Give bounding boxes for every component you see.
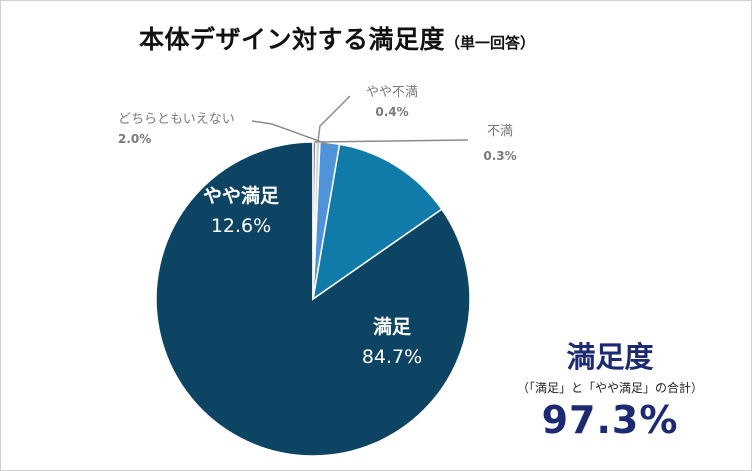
slice-label-satisfied: 満足 — [373, 316, 412, 338]
slice-value-dissatisfied: 0.3% — [483, 149, 516, 163]
leader-lines — [251, 95, 469, 146]
slice-value-neutral: 2.0% — [118, 132, 151, 146]
leader-line-somewhat-dissatisfied — [317, 95, 351, 143]
slice-labels: 満足 84.7% やや満足 12.6% どちらともいえない 2.0% やや不満 0.4% 不満 0… — [118, 85, 517, 368]
slice-label-neutral: どちらともいえない — [118, 112, 235, 127]
leader-line-neutral — [251, 120, 330, 146]
pie-slice-somewhat-satisfied — [311, 143, 443, 301]
chart-title-main: 本体デザイン対する満足度 — [139, 25, 446, 54]
slice-value-somewhat-satisfied: 12.6% — [211, 215, 271, 237]
summary-title: 満足度 — [566, 340, 654, 374]
summary-note: （「満足」と「やや満足」の合計） — [516, 381, 703, 395]
leader-line-dissatisfied — [314, 139, 469, 143]
slice-label-somewhat-dissatisfied: やや不満 — [366, 85, 418, 100]
slice-label-somewhat-satisfied: やや満足 — [203, 185, 280, 207]
slice-value-satisfied: 84.7% — [362, 346, 422, 368]
pie-slices — [155, 141, 471, 457]
chart-title-sub: （単一回答） — [445, 34, 536, 52]
summary-total: 97.3% — [541, 398, 679, 442]
satisfaction-summary: 満足度 （「満足」と「やや満足」の合計） 97.3% — [470, 340, 750, 442]
chart-title: 本体デザイン対する満足度（単一回答） — [139, 20, 535, 56]
slice-label-dissatisfied: 不満 — [487, 124, 513, 139]
slice-value-somewhat-dissatisfied: 0.4% — [375, 105, 408, 119]
